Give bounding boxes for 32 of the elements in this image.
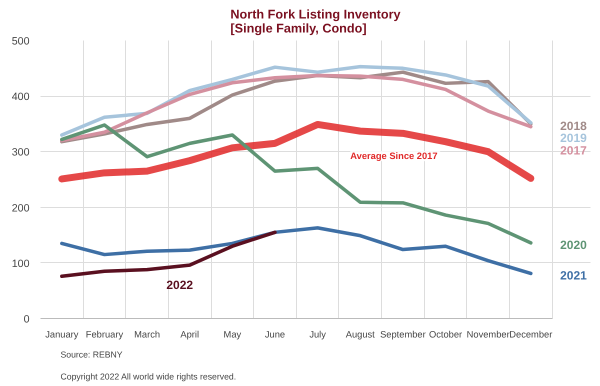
text: Copyright 2022 All world wide rights reserved. [60,372,236,382]
y-tick-label: 200 [12,202,30,214]
series-label: Average Since 2017 [350,151,438,162]
line-series [60,123,533,245]
text: 2021 [560,268,588,282]
line-series [60,226,533,276]
x-tick-label: November [466,330,510,340]
text: 2018 [560,118,588,133]
x-tick-label: October [428,330,462,340]
y-tick-label: 300 [12,146,30,159]
x-tick-label: March [134,330,160,340]
chart-title: North Fork Listing Inventory [Single Family, Condo] [230,8,401,36]
line-series [60,64,533,137]
x-tick-label: January [45,330,79,340]
y-tick-label: 500 [12,36,30,48]
y-tick-label: 400 [12,91,30,104]
x-tick-label: July [309,330,326,340]
x-tick-label: February [86,330,124,340]
source-note: Source: REBNY [60,350,123,360]
x-tick-label: June [264,330,286,340]
x-tick-label: September [380,330,426,340]
line-series [60,230,277,278]
text: 2017 [560,143,588,158]
series-label: 2022 [166,278,194,292]
x-tick-label: May [224,330,242,340]
x-tick-label: August [346,330,376,340]
text: 2020 [560,238,588,252]
y-tick-label: 0 [24,314,30,326]
x-tick-label: December [509,330,552,340]
text: 2019 [560,131,588,146]
x-tick-label: April [180,330,200,340]
y-tick-label: 100 [12,258,30,270]
